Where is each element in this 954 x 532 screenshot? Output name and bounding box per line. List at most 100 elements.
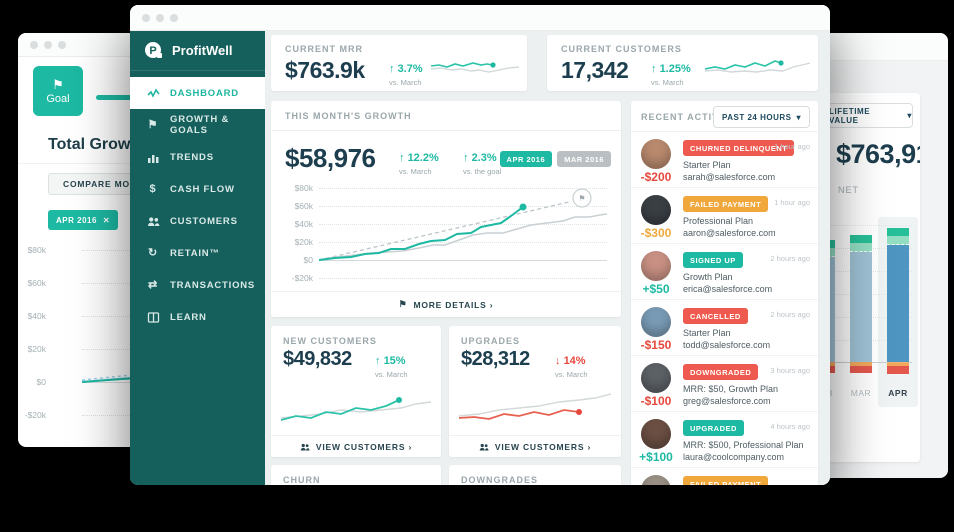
kpi-value: 17,342 — [561, 57, 629, 83]
status-badge: FAILED PAYMENT — [683, 196, 769, 212]
y-axis-label: $40k — [27, 311, 46, 321]
badge-mar-2016[interactable]: MAR 2016 — [557, 151, 611, 167]
sidebar-item-growth-goals[interactable]: ⚑ GROWTH & GOALS — [147, 114, 230, 136]
kpi-value: $763.9k — [285, 57, 365, 83]
badge-apr-2016[interactable]: APR 2016 — [499, 151, 553, 167]
sidebar-item-learn[interactable]: LEARN — [130, 301, 265, 333]
y-axis-label: $80k — [27, 245, 46, 255]
activity-row[interactable]: FAILED PAYMENT — [631, 468, 818, 485]
sidebar-item-customers[interactable]: CUSTOMERS — [130, 205, 265, 237]
avatar — [641, 195, 671, 225]
mrr-sparkline — [431, 51, 519, 81]
y-axis-label: -$20k — [291, 273, 313, 283]
svg-text:P: P — [149, 45, 156, 57]
sidebar-item-dashboard[interactable]: DASHBOARD — [130, 77, 265, 109]
panel-title: CHURN — [283, 475, 321, 485]
activity-row[interactable]: +$50 SIGNED UP Growth Plan erica@salesfo… — [631, 244, 818, 300]
activity-row[interactable]: -$100 DOWNGRADED MRR: $50, Growth Plan g… — [631, 356, 818, 412]
activity-row[interactable]: -$200 CHURNED DELINQUENT Starter Plan sa… — [631, 132, 818, 188]
close-icon[interactable]: ✕ — [102, 215, 111, 225]
sidebar: P ProfitWell DASHBOARD ⚑ GROWTH & GOALS — [130, 31, 265, 485]
net-label: NET — [838, 185, 859, 195]
activity-email[interactable]: todd@salesforce.com — [683, 340, 771, 350]
activity-header: RECENT ACTIVITY PAST 24 HOURS ▾ — [631, 101, 818, 132]
panel-title: NEW CUSTOMERS — [283, 336, 377, 346]
bar-chart-icon — [146, 151, 160, 164]
activity-period-dropdown[interactable]: PAST 24 HOURS ▾ — [713, 106, 810, 128]
stacked-bar-mar — [850, 235, 872, 373]
panel-new-customers: NEW CUSTOMERS $49,832 ↑ 15% vs. March — [271, 326, 441, 457]
y-axis-label: $60k — [294, 201, 313, 211]
sidebar-item-cash-flow[interactable]: $ CASH FLOW — [130, 173, 265, 205]
activity-row[interactable]: -$300 FAILED PAYMENT Professional Plan a… — [631, 188, 818, 244]
activity-plan: MRR: $500, Professional Plan — [683, 440, 804, 450]
avatar — [641, 363, 671, 393]
arrow-up-icon: ↑ — [375, 355, 381, 367]
flag-icon: ⚑ — [52, 76, 64, 92]
upgrades-sparkline — [458, 386, 612, 433]
kpi-delta: ↑ 3.7% vs. March — [389, 63, 423, 87]
activity-email[interactable]: erica@salesforce.com — [683, 284, 773, 294]
panel-title: THIS MONTH'S GROWTH — [285, 110, 412, 121]
activity-email[interactable]: aaron@salesforce.com — [683, 228, 776, 238]
panel-churn: CHURN — [271, 465, 441, 485]
people-icon — [300, 442, 310, 452]
lifetime-value-dropdown[interactable]: LIFETIME VALUE ▾ — [828, 103, 913, 128]
activity-row[interactable]: -$150 CANCELLED Starter Plan todd@salesf… — [631, 300, 818, 356]
arrow-up-icon: ↑ — [389, 63, 395, 75]
y-axis-label: $0 — [303, 255, 313, 265]
people-icon — [146, 215, 160, 228]
activity-email[interactable]: greg@salesforce.com — [683, 396, 771, 406]
activity-time: 1 hour ago — [774, 142, 810, 151]
customers-sparkline — [705, 51, 810, 81]
brand-logo[interactable]: P ProfitWell — [130, 31, 265, 71]
view-customers-button[interactable]: VIEW CUSTOMERS › — [271, 435, 441, 457]
view-customers-button[interactable]: VIEW CUSTOMERS › — [449, 435, 621, 457]
arrows-icon: ⇄ — [147, 278, 159, 291]
panel-upgrades: UPGRADES $28,312 ↓ 14% vs. March — [449, 326, 621, 457]
status-badge: UPGRADED — [683, 420, 744, 436]
activity-plan: Starter Plan — [683, 160, 731, 170]
activity-email[interactable]: laura@coolcompany.com — [683, 452, 785, 462]
filter-tag-apr-2016[interactable]: APR 2016 ✕ — [48, 210, 119, 230]
window-titlebar — [130, 5, 830, 31]
flag-icon: ⚑ — [147, 118, 159, 131]
activity-plan: Professional Plan — [683, 216, 754, 226]
x-axis-label-selected[interactable]: APR — [888, 388, 908, 398]
brand-name: ProfitWell — [172, 43, 233, 58]
window-controls — [30, 40, 66, 49]
activity-amount: -$100 — [640, 394, 672, 408]
x-axis-label: MAR — [850, 388, 872, 398]
status-badge: CANCELLED — [683, 308, 748, 324]
chevron-down-icon: ▾ — [907, 111, 912, 120]
avatar — [641, 307, 671, 337]
sidebar-item-transactions[interactable]: ⇄ TRANSACTIONS — [147, 278, 256, 291]
activity-row[interactable]: +$100 UPGRADED MRR: $500, Professional P… — [631, 412, 818, 468]
activity-list: -$200 CHURNED DELINQUENT Starter Plan sa… — [631, 132, 818, 485]
dashboard-content: CURRENT MRR $763.9k ↑ 3.7% vs. March CUR… — [265, 31, 830, 485]
goal-button[interactable]: ⚑ Goal — [33, 66, 83, 116]
arrow-up-icon: ↑ — [399, 152, 405, 164]
avatar — [641, 251, 671, 281]
more-details-button[interactable]: ⚑ MORE DETAILS › — [271, 291, 621, 317]
growth-delta-goal: ↑ 2.3% vs. the goal — [463, 152, 502, 176]
refresh-icon: ↻ — [147, 246, 159, 259]
status-badge: FAILED PAYMENT — [683, 476, 769, 485]
activity-plan: Growth Plan — [683, 272, 733, 282]
activity-time: 1 hour ago — [774, 198, 810, 207]
status-badge: SIGNED UP — [683, 252, 743, 268]
avatar — [641, 139, 671, 169]
activity-amount: -$200 — [640, 170, 672, 184]
avatar — [641, 419, 671, 449]
y-axis-label: $80k — [294, 183, 313, 193]
growth-delta-march: ↑ 12.2% vs. March — [399, 152, 439, 176]
panel-title: UPGRADES — [461, 336, 521, 346]
sidebar-item-retain[interactable]: ↻ RETAIN™ — [147, 246, 220, 259]
sidebar-item-trends[interactable]: TRENDS — [130, 141, 265, 173]
activity-email[interactable]: sarah@salesforce.com — [683, 172, 776, 182]
panel-downgrades: DOWNGRADES — [449, 465, 621, 485]
arrow-down-icon: ↓ — [555, 355, 561, 367]
flag-icon: ⚑ — [398, 299, 408, 309]
svg-text:⚑: ⚑ — [578, 194, 585, 203]
